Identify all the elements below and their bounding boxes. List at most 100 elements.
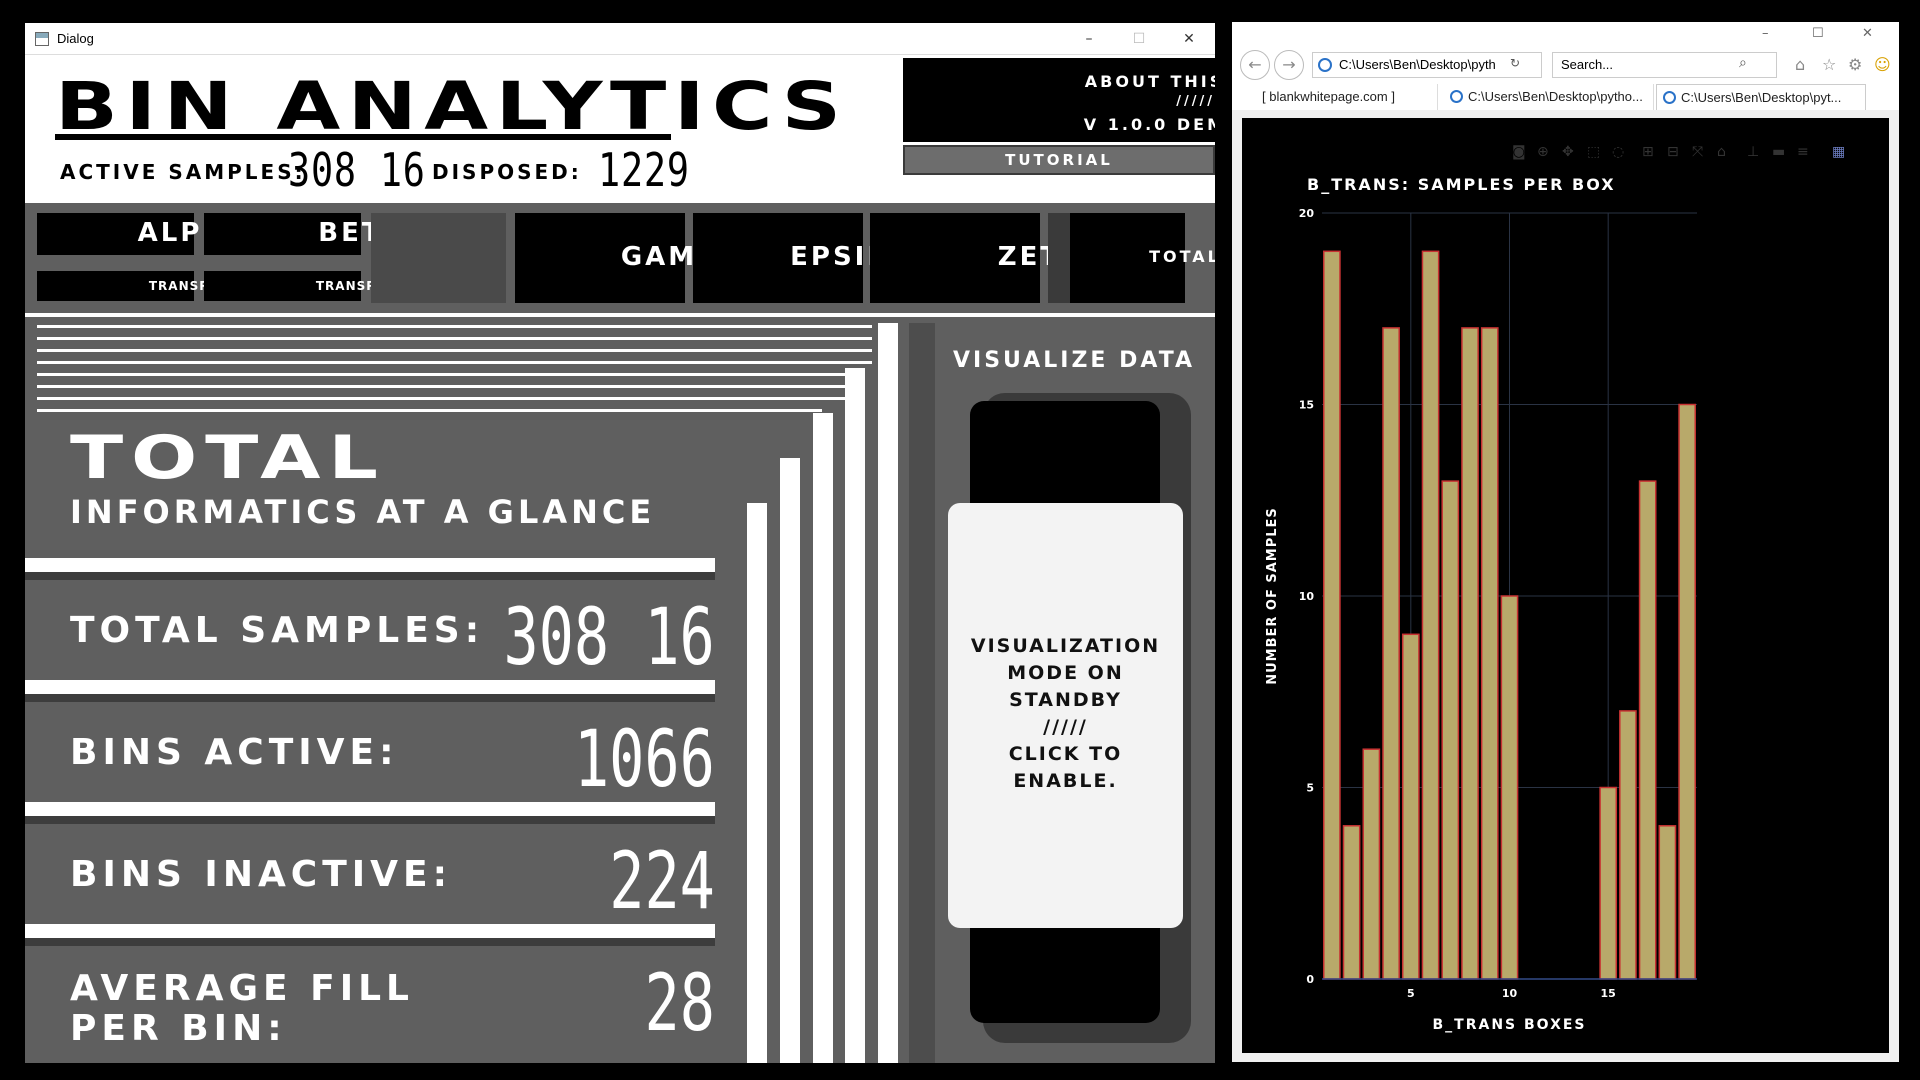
forward-icon[interactable]: → xyxy=(1274,50,1304,80)
tab-alpha[interactable]: ALPHA xyxy=(37,213,247,255)
y-tick-label: 5 xyxy=(1306,782,1314,795)
divider-line xyxy=(25,313,1215,317)
spike-lines-icon[interactable]: ⊥ xyxy=(1747,144,1760,160)
maximize-button[interactable]: ☐ xyxy=(1132,31,1146,47)
minimize-button[interactable]: – xyxy=(1085,31,1093,47)
browser-tab-label: [ blankwhitepage.com ] xyxy=(1262,89,1395,104)
zoom-in-icon[interactable]: ⊞ xyxy=(1642,144,1654,160)
stripe xyxy=(37,325,872,328)
total-samples-label: TOTAL SAMPLES: xyxy=(70,610,485,651)
reset-axes-icon[interactable]: ⌂ xyxy=(1717,144,1726,160)
box-select-icon[interactable]: ⬚ xyxy=(1587,144,1601,160)
stat-separator xyxy=(25,680,715,694)
bar-10 xyxy=(1500,595,1519,980)
dialog-window: Dialog – ☐ ✕ BIN ANALYTICS ACTIVE SAMPLE… xyxy=(25,23,1215,1063)
stripe xyxy=(37,397,847,400)
chart-title: B_TRANS: SAMPLES PER BOX xyxy=(1307,175,1616,194)
bins-active-label: BINS ACTIVE: xyxy=(70,732,399,773)
viz-line: MODE ON xyxy=(1007,662,1124,684)
stripe xyxy=(37,373,847,376)
home-icon[interactable]: ⌂ xyxy=(1795,55,1806,74)
address-text: C:\Users\Ben\Desktop\pyth xyxy=(1339,57,1496,72)
tab-beta[interactable]: BETA xyxy=(204,213,401,255)
ie-page-icon xyxy=(1663,91,1676,104)
browser-tab-active[interactable]: C:\Users\Ben\Desktop\pyt... xyxy=(1656,84,1866,110)
stat-separator xyxy=(25,558,715,572)
average-fill-value: 28 xyxy=(644,959,715,1049)
star-icon[interactable]: ☆ xyxy=(1822,55,1837,74)
stripe xyxy=(37,361,872,364)
active-samples-label: ACTIVE SAMPLES: xyxy=(60,160,306,184)
tab-gamma[interactable]: GAMMA xyxy=(515,213,746,303)
address-bar[interactable]: C:\Users\Ben\Desktop\pyth xyxy=(1312,52,1542,78)
viz-line: STANDBY xyxy=(1009,689,1122,711)
tab-total-label: TOTAL xyxy=(1149,247,1215,266)
average-fill-label: AVERAGE FILL xyxy=(70,968,414,1009)
plot-area: ◙ ⊕ ✥ ⬚ ◌ ⊞ ⊟ ⤧ ⌂ ⊥ ▬ ≡ ▦ 0 5 10 15 20 5 10 15 B… xyxy=(1242,118,1889,1053)
zoom-icon[interactable]: ⊕ xyxy=(1537,144,1549,160)
bar-4 xyxy=(1382,327,1400,980)
about-program-button[interactable]: ABOUT THIS PROGRAM ////////// V 1.0.0 DE… xyxy=(903,58,1215,142)
gear-icon[interactable]: ⚙ xyxy=(1848,55,1863,74)
browser-window: – ☐ ✕ ← → C:\Users\Ben\Desktop\pyth ↻ Se… xyxy=(1232,22,1899,1062)
disposed-label: DISPOSED: xyxy=(432,160,582,184)
browser-tab[interactable]: [ blankwhitepage.com ] xyxy=(1238,84,1438,110)
ie-page-icon xyxy=(1450,90,1463,103)
browser-maximize-icon[interactable]: ☐ xyxy=(1812,26,1824,41)
bins-inactive-value: 224 xyxy=(609,837,715,927)
x-tick-label: 15 xyxy=(1601,987,1616,1000)
enable-visualization-button[interactable]: VISUALIZATION MODE ON STANDBY ///// CLIC… xyxy=(948,503,1183,928)
tab-divider xyxy=(1048,213,1070,303)
back-icon[interactable]: ← xyxy=(1240,50,1270,80)
browser-tab-label: C:\Users\Ben\Desktop\pytho... xyxy=(1468,89,1643,104)
tab-alpha-transport[interactable]: TRANSPORT xyxy=(37,271,238,301)
title-underline xyxy=(55,134,671,140)
hover-closest-icon[interactable]: ▬ xyxy=(1772,144,1786,160)
autoscale-icon[interactable]: ⤧ xyxy=(1692,144,1704,160)
tab-total[interactable]: TOTAL xyxy=(1070,213,1215,303)
vertical-bar xyxy=(747,503,767,1063)
tab-zeta[interactable]: ZETA xyxy=(870,213,1079,303)
search-icon[interactable]: ⌕ xyxy=(1739,55,1747,71)
browser-tab-label: C:\Users\Ben\Desktop\pyt... xyxy=(1681,90,1842,105)
hover-compare-icon[interactable]: ≡ xyxy=(1797,144,1809,160)
refresh-icon[interactable]: ↻ xyxy=(1510,56,1521,70)
stat-band xyxy=(25,572,715,580)
y-tick-label: 20 xyxy=(1299,207,1315,220)
y-tick-label: 15 xyxy=(1299,399,1314,412)
browser-toolbar: – ☐ ✕ ← → C:\Users\Ben\Desktop\pyth ↻ Se… xyxy=(1232,22,1899,110)
bar-1 xyxy=(1323,250,1341,980)
bar-18 xyxy=(1658,825,1677,980)
search-input[interactable]: Search... xyxy=(1552,52,1777,78)
stripe xyxy=(37,349,872,352)
empty-tab-slot xyxy=(371,213,506,303)
tutorial-button[interactable]: TUTORIAL xyxy=(903,145,1215,175)
stripe xyxy=(37,409,822,412)
zoom-out-icon[interactable]: ⊟ xyxy=(1667,144,1679,160)
browser-close-icon[interactable]: ✕ xyxy=(1862,26,1873,41)
tab-epsilon[interactable]: EPSILON xyxy=(693,213,933,303)
bar-9 xyxy=(1480,327,1499,980)
ie-page-icon xyxy=(1318,58,1332,72)
close-button[interactable]: ✕ xyxy=(1183,31,1195,47)
x-axis-title: B_TRANS BOXES xyxy=(1432,1017,1586,1033)
viz-line: CLICK TO xyxy=(1008,743,1123,765)
plotly-logo-icon[interactable]: ▦ xyxy=(1832,144,1846,160)
camera-icon[interactable]: ◙ xyxy=(1512,144,1526,160)
disposed-value: 1229 xyxy=(598,143,690,197)
browser-minimize-icon[interactable]: – xyxy=(1762,26,1769,41)
dialog-title: Dialog xyxy=(57,31,94,46)
bar-16 xyxy=(1619,710,1637,980)
bar-5 xyxy=(1401,633,1420,980)
bins-inactive-label: BINS INACTIVE: xyxy=(70,854,453,895)
y-tick-label: 10 xyxy=(1299,590,1315,603)
visualize-top-cap xyxy=(970,401,1160,511)
bar-6 xyxy=(1421,250,1440,980)
browser-tab[interactable]: C:\Users\Ben\Desktop\pytho... xyxy=(1444,84,1654,110)
pan-icon[interactable]: ✥ xyxy=(1562,144,1574,160)
tab-beta-transport[interactable]: TRANSPORT xyxy=(204,271,405,301)
smiley-icon[interactable]: ☺ xyxy=(1874,55,1891,74)
vertical-bar xyxy=(845,368,865,1063)
visualize-bottom-cap xyxy=(970,923,1160,1023)
lasso-icon[interactable]: ◌ xyxy=(1612,144,1625,160)
